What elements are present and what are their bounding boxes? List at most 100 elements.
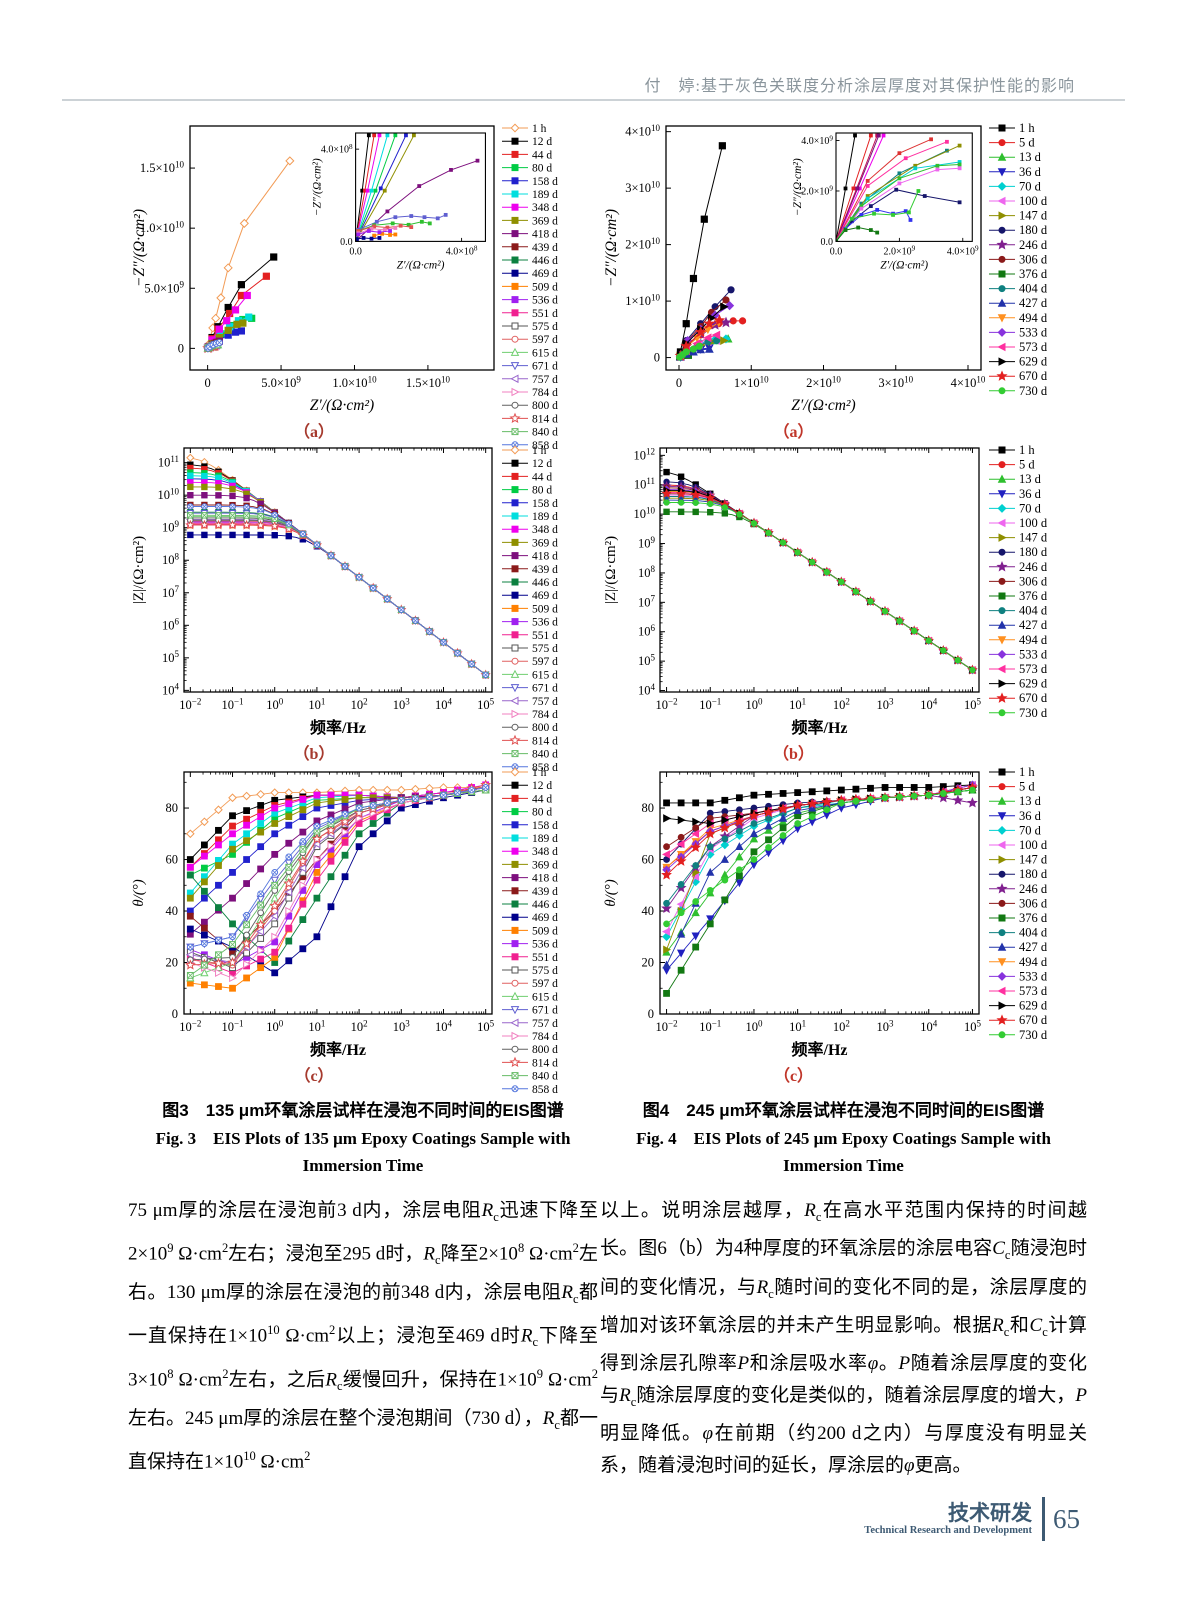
svg-text:671 d: 671 d	[532, 361, 558, 373]
svg-text:840 d: 840 d	[532, 1071, 558, 1083]
legend-item: 730 d	[989, 384, 1048, 398]
svg-text:10−1: 10−1	[221, 1018, 243, 1034]
legend-item: 439 d	[502, 564, 558, 576]
svg-text:1.0×1010: 1.0×1010	[332, 374, 377, 390]
fig4-phase-series	[661, 780, 978, 997]
fig4-caption-cn: 图4 245 μm环氧涂层试样在浸泡不同时间的EIS图谱	[642, 1101, 1045, 1120]
legend-item: 180 d	[989, 545, 1048, 559]
svg-text:1011: 1011	[158, 454, 179, 470]
svg-text:509 d: 509 d	[532, 603, 558, 615]
legend-item: 858 d	[502, 762, 558, 774]
fig3-panel-c: 0 20 40 60 80 10−2 10−1 100 101 102 103 104 105 频率/Hz…	[128, 762, 598, 1096]
svg-text:1 h: 1 h	[1019, 121, 1035, 135]
legend-item: 5 d	[989, 136, 1035, 150]
svg-text:80: 80	[642, 801, 655, 815]
fig4-bode-magnitude-chart: 104 105 106 107 108 109 1010 1011 1012 10−2 10−1 10…	[603, 447, 981, 737]
svg-text:Z′/(Ω·cm²): Z′/(Ω·cm²)	[880, 259, 928, 271]
svg-text:0: 0	[172, 1007, 178, 1021]
svg-text:369 d: 369 d	[532, 537, 558, 549]
svg-text:104: 104	[920, 1018, 938, 1034]
legend-item: 469 d	[502, 912, 558, 924]
legend-item: 70 d	[989, 501, 1042, 515]
svg-text:469 d: 469 d	[532, 590, 558, 602]
svg-text:730 d: 730 d	[1019, 1028, 1048, 1042]
svg-text:−Z″/(Ω·cm²): −Z″/(Ω·cm²)	[131, 209, 148, 287]
legend-item: 446 d	[502, 899, 558, 911]
legend-item: 80 d	[502, 163, 552, 175]
svg-text:189 d: 189 d	[532, 189, 558, 201]
svg-text:Z′/(Ω·cm²): Z′/(Ω·cm²)	[310, 397, 374, 414]
footer-title-cn: 技术研发	[948, 1501, 1032, 1525]
svg-text:1010: 1010	[634, 505, 656, 521]
svg-text:369 d: 369 d	[532, 215, 558, 227]
svg-text:800 d: 800 d	[532, 1044, 558, 1056]
fig4-panel-a: 0 1×1010 2×1010 3×1010 4×1010 0 1×1010 2×1010 3×…	[600, 118, 1087, 441]
legend-item: 573 d	[989, 662, 1048, 676]
svg-text:858 d: 858 d	[532, 1084, 558, 1096]
svg-text:1010: 1010	[158, 486, 180, 502]
svg-text:1 h: 1 h	[532, 767, 547, 779]
legend-item: 800 d	[502, 722, 558, 734]
fig4-bode-phase-chart: 0 20 40 60 80 10−2 10−1 100 101 102 103 104 105 频率/Hz…	[603, 771, 981, 1059]
svg-text:427 d: 427 d	[1019, 618, 1048, 632]
legend-item: 551 d	[502, 308, 558, 320]
fig4-caption: 图4 245 μm环氧涂层试样在浸泡不同时间的EIS图谱 Fig. 4 EIS …	[600, 1098, 1087, 1179]
fig4-panel-label-a: （a）	[773, 424, 814, 441]
legend-item: 1 h	[989, 765, 1035, 779]
legend-item: 494 d	[989, 955, 1048, 969]
legend-item: 44 d	[502, 793, 552, 805]
svg-text:158 d: 158 d	[532, 498, 558, 510]
svg-text:0: 0	[676, 376, 682, 390]
svg-text:|Z|/(Ω·cm²): |Z|/(Ω·cm²)	[603, 536, 619, 604]
legend-item: 840 d	[502, 749, 558, 761]
legend-item: 1 h	[502, 767, 547, 779]
svg-text:40: 40	[166, 904, 179, 918]
svg-text:104: 104	[638, 682, 656, 698]
svg-text:105: 105	[477, 696, 495, 712]
legend-item: 1 h	[502, 123, 547, 135]
legend-item: 246 d	[989, 560, 1048, 574]
svg-text:1×1010: 1×1010	[625, 292, 660, 308]
svg-text:108: 108	[162, 551, 180, 567]
legend-item: 757 d	[502, 696, 558, 708]
body-paragraph-left: 75 μm厚的涂层在浸泡前3 d内，涂层电阻Rc迅速下降至2×109 Ω·cm2…	[128, 1200, 598, 1473]
svg-text:615 d: 615 d	[532, 991, 558, 1003]
legend-item: 376 d	[989, 267, 1048, 281]
svg-text:20: 20	[642, 956, 655, 970]
svg-text:814 d: 814 d	[532, 735, 558, 747]
svg-text:0.0: 0.0	[349, 246, 362, 257]
page-footer: 技术研发 Technical Research and Development …	[864, 1497, 1080, 1541]
legend-item: 494 d	[989, 633, 1048, 647]
svg-text:670 d: 670 d	[1019, 1013, 1048, 1027]
legend-item: 189 d	[502, 833, 558, 845]
svg-text:107: 107	[162, 584, 180, 600]
svg-text:369 d: 369 d	[532, 859, 558, 871]
svg-text:551 d: 551 d	[532, 308, 558, 320]
legend-item: 670 d	[989, 369, 1048, 383]
svg-text:757 d: 757 d	[532, 1018, 558, 1030]
svg-text:730 d: 730 d	[1019, 706, 1048, 720]
svg-text:−Z″/(Ω·cm²): −Z″/(Ω·cm²)	[792, 158, 804, 216]
svg-text:147 d: 147 d	[1019, 853, 1048, 867]
svg-text:频率/Hz: 频率/Hz	[792, 718, 848, 737]
fig3-nyquist-series	[202, 156, 295, 354]
svg-text:36 d: 36 d	[1019, 487, 1042, 501]
svg-text:20: 20	[166, 956, 179, 970]
svg-text:306 d: 306 d	[1019, 252, 1048, 266]
legend-item: 446 d	[502, 255, 558, 267]
svg-text:100: 100	[745, 1018, 763, 1034]
fig4-caption-en: Fig. 4 EIS Plots of 245 μm Epoxy Coating…	[636, 1129, 1051, 1175]
header-rule	[62, 99, 1125, 101]
svg-text:12 d: 12 d	[532, 780, 552, 792]
footer-divider	[1042, 1497, 1045, 1541]
svg-text:Z′/(Ω·cm²): Z′/(Ω·cm²)	[397, 259, 445, 271]
legend-item: 100 d	[989, 838, 1048, 852]
svg-text:575 d: 575 d	[532, 643, 558, 655]
svg-text:629 d: 629 d	[1019, 677, 1048, 691]
legend-item: 147 d	[989, 531, 1048, 545]
svg-text:800 d: 800 d	[532, 400, 558, 412]
svg-text:101: 101	[308, 1018, 325, 1034]
svg-text:427 d: 427 d	[1019, 296, 1048, 310]
